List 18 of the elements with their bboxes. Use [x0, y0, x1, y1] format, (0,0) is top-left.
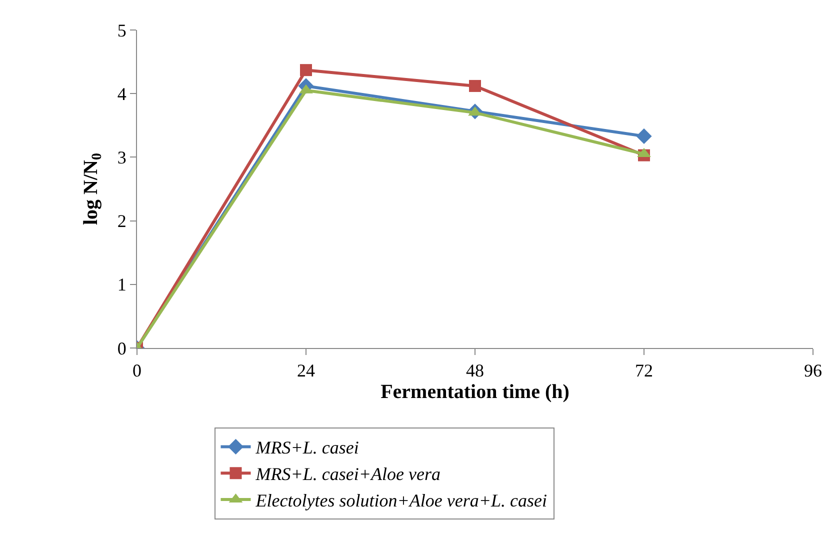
x-axis-title: Fermentation time (h): [380, 381, 570, 404]
x-tick-label: 72: [635, 360, 653, 381]
y-tick-label: 4: [117, 84, 126, 104]
y-tick-label: 0: [117, 338, 126, 358]
y-tick-label: 5: [117, 20, 126, 40]
legend-label: Electolytes solution+Aloe vera+L. casei: [254, 490, 547, 511]
y-tick-label: 3: [117, 148, 126, 168]
legend-label: MRS+L. casei: [254, 438, 359, 458]
x-tick-label: 0: [132, 360, 142, 381]
point: [469, 80, 481, 92]
x-tick-label: 24: [297, 360, 315, 381]
y-tick-label: 2: [117, 211, 126, 232]
point: [636, 128, 652, 144]
x-tick-label: 96: [804, 360, 822, 381]
legend-label: MRS+L. casei+Aloe vera: [254, 464, 440, 484]
point: [300, 64, 312, 76]
y-tick-label: 1: [117, 274, 126, 295]
x-tick-label: 48: [466, 360, 484, 381]
